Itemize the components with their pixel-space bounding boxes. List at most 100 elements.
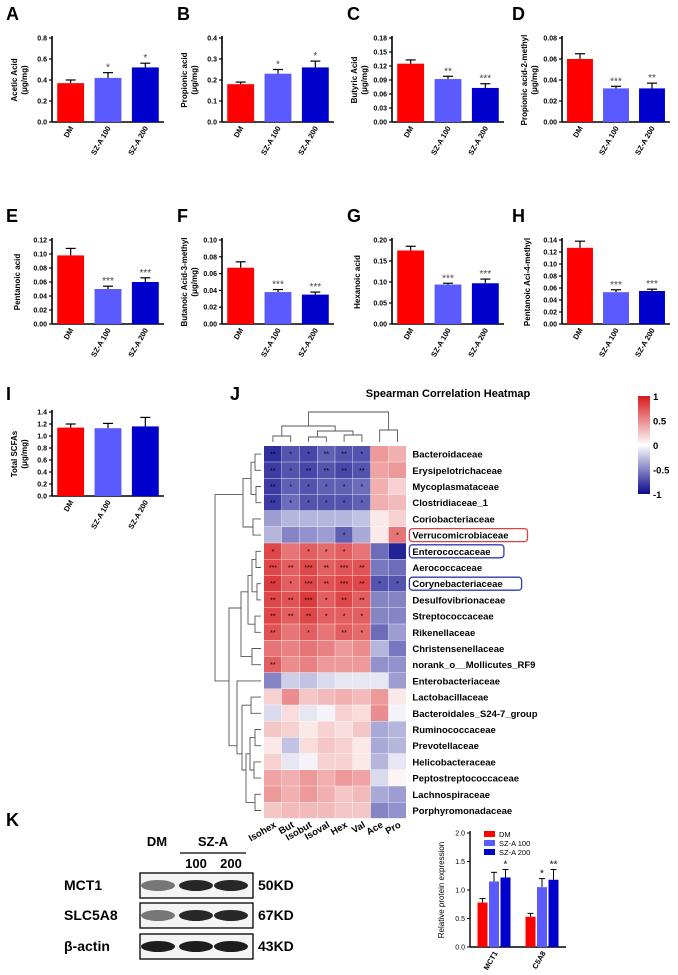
heatmap-cell [388,786,406,802]
heatmap-cell [299,802,317,819]
bar-sz-a-200 [131,282,159,324]
significance-mark: *** [646,279,658,290]
heatmap-row-label: Lactobacillaceae [412,693,488,704]
y-tick-label: 0.00 [373,322,387,329]
highlight-box-blue [408,544,505,559]
heatmap-title: Spearman Correlation Heatmap [366,388,531,400]
heatmap-star: ** [306,468,312,475]
heatmap-cell [317,672,335,689]
y-tick-label: 0.02 [203,305,217,312]
heatmap-row-label: Helicobacteraceae [412,757,495,768]
heatmap-cell [370,543,389,559]
heatmap-cell [264,672,282,689]
heatmap-star: * [289,500,292,507]
heatmap-cell [353,672,371,689]
heatmap-cell [370,737,389,754]
panel-letter-G: G [347,206,361,226]
column-dendrogram [272,411,398,442]
bar-mct1-0 [477,902,488,947]
heatmap-cell [317,705,335,721]
heatmap-cell [281,478,300,495]
y-axis-label: Butyric Acid(μg/mg) [350,56,369,103]
bar-slc5a8-2 [548,879,559,947]
heatmap-cell [281,640,300,657]
heatmap-cell [281,494,300,511]
y-tick-label: 0.2 [207,78,217,85]
heatmap-cell [317,446,335,462]
wb-band [141,910,175,921]
wb-protein-label: β-actin [64,938,110,954]
heatmap-cell [370,689,389,705]
heatmap-cell [317,689,335,705]
legend-tick-label: -0.5 [653,466,670,477]
protein-chart: 0.0 0.5 1.0 1.5 2.0 Relative protein expressi… [437,830,566,975]
heatmap-star: ** [341,452,347,459]
bar-sz-a-100 [434,79,462,122]
heatmap-cell [264,446,282,462]
heatmap-cell [370,608,389,624]
chart-B: 0.0 0.1 0.2 0.3 0.4 Propionic acid(μg/mg) DM * S… [180,36,334,157]
heatmap-cell [388,591,406,608]
heatmap-cell [353,462,371,478]
heatmap-row-label: norank_o__Mollicutes_RF9 [412,660,535,671]
heatmap-cell [317,591,335,608]
y-tick-label: 0.06 [373,92,387,99]
y-tick-label: 0.12 [373,64,387,71]
significance-mark: *** [442,273,454,284]
heatmap-cell [281,786,300,802]
row-dendrogram [214,453,261,811]
heatmap-star: * [378,581,381,588]
wb-dose-100: 100 [185,856,207,871]
x-tick-label: SZ-A 100 [429,327,453,359]
y-tick-label: 0.0 [207,120,217,127]
heatmap-cell [299,786,317,802]
y-tick-label: 0.12 [543,250,557,257]
heatmap-cell [281,446,300,462]
heatmap-cell [353,802,371,819]
heatmap: Spearman Correlation Heatmap** * * ** ** * Bac… [214,388,670,844]
y-tick-label: 0.6 [37,458,47,465]
x-tick-label: DM [402,327,416,342]
heatmap-cell [335,527,353,543]
heatmap-cell [299,559,317,576]
bar-mct1-2 [500,877,511,947]
wb-band [179,910,213,921]
y-tick-label: 0.08 [543,36,557,43]
bar-slc5a8-1 [537,887,547,947]
panel-letter-D: D [512,4,525,24]
y-tick-label: 0.03 [373,106,387,113]
heatmap-star: *** [304,565,312,572]
heatmap-star: ** [324,452,330,459]
heatmap-row-label: Mycoplasmataceae [412,482,499,493]
heatmap-cell [299,737,317,754]
heatmap-cell [388,753,406,770]
x-tick-label: SZ-A 100 [259,327,283,359]
bar-sz-a-100 [264,292,292,324]
significance-mark: *** [139,268,151,279]
heatmap-cell [335,721,353,738]
bar-mct1-1 [489,881,499,947]
y-tick-label: 1.5 [455,859,465,866]
y-tick-label: 0.4 [37,78,47,85]
heatmap-cell [335,689,353,705]
y-tick-label: 0.18 [373,36,387,43]
bar-dm [567,247,593,324]
y-tick-label: 0.5 [455,916,465,923]
x-tick-label: DM [571,125,585,140]
heatmap-star: ** [341,630,347,637]
y-tick-label: 0.0 [37,120,47,127]
heatmap-cell [370,753,389,770]
significance-mark: *** [479,74,491,85]
heatmap-star: ** [324,565,330,572]
western-blot: DM SZ-A 100 200 MCT1 50KD SLC5A8 67KD β-actin 43K… [64,834,294,960]
heatmap-cell [281,543,300,559]
heatmap-cell [335,737,353,754]
significance-mark: * [504,859,508,870]
heatmap-cell [353,705,371,721]
heatmap-cell [317,640,335,657]
heatmap-cell [264,721,282,738]
heatmap-cell [353,656,371,673]
heatmap-row-label: Rikenellaceae [412,628,475,639]
heatmap-cell [264,640,282,657]
